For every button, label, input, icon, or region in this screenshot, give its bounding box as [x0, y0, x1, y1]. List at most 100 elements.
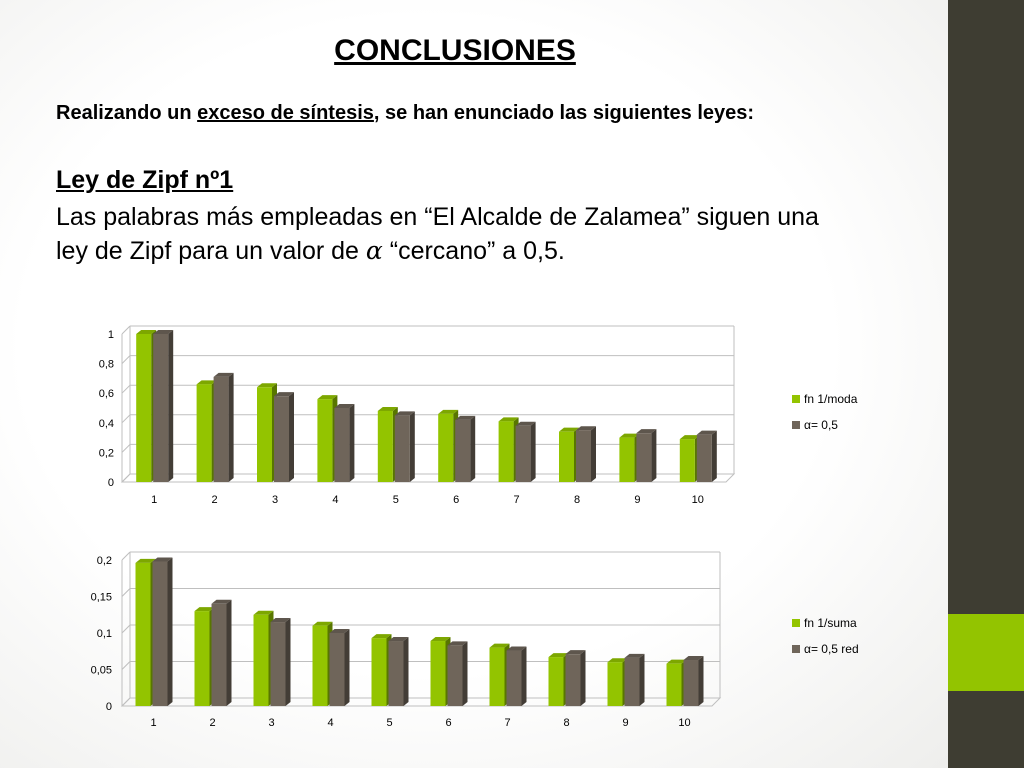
- bar-side: [711, 430, 717, 482]
- gridline-depth: [121, 414, 131, 424]
- bar-top: [607, 658, 628, 663]
- bar: [152, 561, 168, 706]
- x-tick-label: 4: [332, 494, 338, 506]
- bar: [607, 662, 623, 706]
- bar-top: [213, 372, 234, 377]
- bar: [636, 433, 652, 482]
- bar-top: [548, 653, 569, 658]
- gridline-depth: [121, 624, 131, 634]
- bar: [498, 421, 514, 482]
- bar-top: [683, 656, 704, 661]
- bar: [515, 425, 531, 482]
- bar: [388, 641, 404, 706]
- bar-side: [639, 653, 645, 706]
- x-tick-label: 3: [268, 717, 274, 729]
- bar-side: [698, 656, 704, 706]
- bar: [696, 434, 712, 482]
- y-tick-label: 0: [108, 477, 114, 489]
- y-tick-label: 0,2: [99, 447, 114, 459]
- bar-side: [226, 599, 232, 706]
- bar-side: [403, 637, 409, 706]
- bar-top: [153, 330, 174, 334]
- legend-swatch: [792, 395, 800, 403]
- x-tick-label: 7: [514, 494, 520, 506]
- bar-top: [253, 610, 274, 615]
- bar-top: [619, 433, 640, 438]
- x-tick-label: 9: [622, 717, 628, 729]
- bar-top: [388, 637, 409, 642]
- x-tick-label: 2: [209, 717, 215, 729]
- bar: [489, 647, 505, 706]
- bar: [257, 387, 272, 482]
- bar-top: [679, 435, 700, 440]
- legend-label: α= 0,5: [804, 418, 838, 432]
- bar-top: [636, 429, 657, 434]
- bar: [447, 645, 463, 706]
- bar: [394, 415, 410, 482]
- bar: [377, 410, 393, 482]
- intro-underlined: exceso de síntesis: [197, 102, 374, 124]
- bar-side: [470, 415, 476, 482]
- bar-top: [136, 330, 157, 334]
- bar-side: [228, 372, 234, 482]
- bar-side: [285, 618, 291, 706]
- gridline-depth: [121, 661, 131, 670]
- bar-top: [394, 411, 415, 416]
- bar-top: [430, 637, 451, 642]
- bar-side: [167, 557, 173, 706]
- bar-top: [515, 421, 536, 426]
- x-tick-label: 1: [150, 717, 156, 729]
- bar: [196, 384, 212, 482]
- law-text-line1: Las palabras más empleadas en “El Alcald…: [56, 203, 819, 231]
- bar-top: [565, 650, 586, 655]
- bar-side: [521, 646, 527, 706]
- x-tick-label: 1: [151, 494, 157, 506]
- bar-top: [559, 427, 579, 432]
- intro-post: , se han enunciado las siguientes leyes:: [373, 102, 755, 124]
- bar: [153, 334, 169, 482]
- bar-top: [257, 383, 277, 388]
- gridline-depth: [121, 588, 131, 597]
- x-tick-label: 2: [212, 494, 218, 506]
- law-heading: Ley de Zipf nº1: [56, 166, 234, 194]
- y-tick-label: 0,4: [99, 418, 114, 430]
- gridline-depth: [121, 325, 131, 335]
- bar: [312, 625, 328, 706]
- bar: [576, 430, 591, 482]
- alpha-symbol: 𝛼: [365, 236, 383, 265]
- legend-swatch: [792, 421, 800, 429]
- y-tick-label: 0: [106, 701, 112, 713]
- bar-top: [506, 646, 527, 651]
- bar-top: [455, 415, 476, 420]
- legend-label: fn 1/moda: [804, 392, 858, 406]
- bar-side: [349, 404, 355, 482]
- bar-top: [489, 643, 510, 648]
- bar-top: [211, 599, 232, 604]
- x-tick-label: 5: [393, 494, 399, 506]
- law-text-line2-post: “cercano” a 0,5.: [382, 237, 565, 265]
- bar: [211, 603, 227, 706]
- bar: [213, 376, 229, 482]
- x-tick-label: 10: [692, 494, 704, 506]
- bar-side: [344, 629, 350, 706]
- law-text: Las palabras más empleadas en “El Alcald…: [56, 200, 876, 268]
- law-text-line2-pre: ley de Zipf para un valor de: [56, 237, 366, 265]
- bar-top: [196, 380, 217, 385]
- bar-top: [317, 395, 338, 400]
- bar-top: [498, 417, 519, 422]
- x-tick-label: 9: [634, 494, 640, 506]
- x-tick-label: 6: [445, 717, 451, 729]
- bar: [455, 419, 471, 482]
- bar: [194, 611, 210, 706]
- bar: [506, 650, 522, 706]
- sidebar-accent-block: [948, 614, 1024, 691]
- bar: [253, 614, 269, 706]
- bar-top: [135, 558, 156, 563]
- gridline-depth: [121, 444, 131, 453]
- bar-top: [624, 653, 645, 658]
- x-tick-label: 7: [504, 717, 510, 729]
- bar: [317, 399, 333, 482]
- bar: [548, 657, 564, 706]
- bar: [334, 408, 350, 482]
